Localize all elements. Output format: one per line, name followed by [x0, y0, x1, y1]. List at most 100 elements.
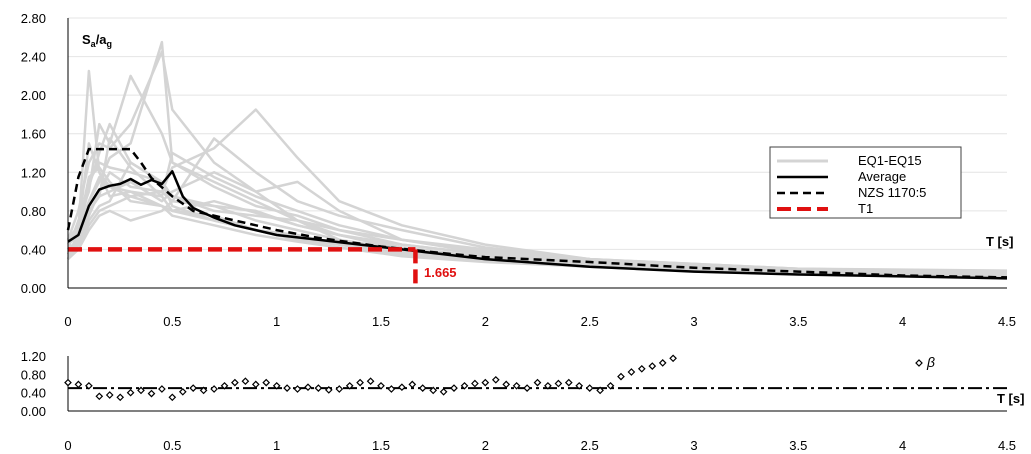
beta-point — [596, 386, 604, 395]
beta-point — [74, 380, 83, 389]
beta-point — [627, 368, 636, 376]
beta-point — [85, 381, 93, 390]
beta-x-tick-label: 4 — [899, 438, 906, 453]
legend-box — [769, 146, 962, 219]
beta-point — [345, 381, 354, 390]
beta-point — [137, 386, 145, 395]
beta-x-tick-label: 1 — [273, 438, 280, 453]
beta-point — [544, 381, 552, 390]
beta-point — [231, 378, 239, 387]
beta-point — [637, 364, 646, 373]
beta-point — [429, 386, 438, 395]
beta-y-tick-label: 0.00 — [21, 404, 46, 419]
beta-point — [147, 389, 156, 398]
beta-point — [324, 386, 333, 394]
main-y-tick-label: 0.80 — [21, 204, 46, 219]
legend-label-t1: T1 — [858, 201, 873, 216]
beta-point — [356, 378, 364, 387]
beta-point — [512, 381, 521, 390]
beta-point — [408, 380, 417, 389]
beta-point — [178, 387, 187, 396]
beta-point — [439, 387, 448, 396]
response-spectrum-chart: 0.00 0.40 0.80 1.20 1.60 2.00 2.40 2.80 0 0.5 1 1.… — [21, 11, 1016, 329]
beta-series — [64, 354, 1007, 402]
beta-point — [158, 385, 166, 393]
beta-point — [564, 378, 573, 387]
beta-point — [648, 362, 657, 370]
beta-point — [335, 385, 344, 393]
beta-point — [606, 381, 615, 390]
main-x-tick-label: 0 — [64, 314, 71, 329]
average-spectrum-line — [67, 170, 1008, 280]
beta-x-axis-label: T [s] — [997, 391, 1024, 406]
t1-value-label: 1.665 — [424, 265, 457, 280]
beta-x-tick-label: 4.5 — [998, 438, 1016, 453]
beta-y-tick-label: 0.80 — [21, 367, 46, 382]
beta-legend: β — [915, 354, 935, 370]
beta-point — [533, 378, 542, 387]
main-x-tick-label: 0.5 — [163, 314, 181, 329]
beta-point — [471, 379, 479, 388]
beta-point — [126, 388, 135, 397]
legend-label-code: NZS 1170:5 — [858, 185, 926, 200]
beta-point — [168, 393, 177, 402]
legend-label-records: EQ1-EQ15 — [858, 153, 922, 168]
beta-point — [64, 378, 72, 387]
beta-point — [617, 372, 625, 381]
code-spectrum-line — [66, 147, 1008, 279]
beta-point — [523, 384, 531, 392]
main-axes — [67, 18, 1007, 289]
main-x-tick-label: 3.5 — [789, 314, 807, 329]
beta-point — [502, 380, 511, 389]
beta-point — [241, 377, 250, 386]
beta-point — [272, 381, 281, 390]
beta-point — [387, 385, 396, 393]
beta-point — [554, 379, 563, 388]
beta-y-tick-label: 0.40 — [21, 386, 46, 401]
beta-legend-marker — [915, 359, 923, 367]
main-x-tick-label: 4 — [899, 314, 906, 329]
beta-point — [262, 378, 271, 387]
beta-x-tick-label: 2.5 — [581, 438, 599, 453]
beta-x-tick-label: 3.5 — [789, 438, 807, 453]
main-y-tick-labels: 0.00 0.40 0.80 1.20 1.60 2.00 2.40 2.80 — [21, 11, 46, 296]
main-y-tick-label: 1.60 — [21, 127, 46, 142]
main-y-tick-label: 1.20 — [21, 165, 46, 180]
beta-point — [669, 354, 677, 363]
beta-y-tick-label: 1.20 — [21, 349, 46, 364]
beta-x-tick-labels: 0 0.5 1 1.5 2 2.5 3 3.5 4 4.5 — [64, 438, 1016, 453]
beta-point — [105, 391, 114, 399]
beta-point — [283, 384, 291, 392]
beta-point — [304, 383, 312, 392]
main-y-tick-label: 0.00 — [21, 281, 46, 296]
main-y-tick-label: 2.40 — [21, 50, 46, 65]
main-x-tick-label: 2.5 — [581, 314, 599, 329]
beta-chart: 0.00 0.40 0.80 1.20 0 0.5 1 1.5 2 2.5 3 3.5 4 4.5 T … — [21, 349, 1025, 453]
main-x-tick-label: 2 — [482, 314, 489, 329]
beta-point — [481, 378, 490, 387]
beta-point — [210, 385, 218, 393]
main-y-tick-label: 2.80 — [21, 11, 46, 26]
main-y-tick-label: 0.40 — [21, 242, 46, 257]
beta-x-tick-label: 0.5 — [163, 438, 181, 453]
record-spectrum-line — [67, 137, 1008, 273]
main-series — [66, 147, 1008, 288]
beta-point — [491, 375, 500, 384]
beta-point — [658, 359, 667, 367]
beta-point — [366, 377, 375, 386]
y-axis-label: Sa/ag — [82, 32, 112, 49]
main-x-tick-label: 3 — [690, 314, 697, 329]
beta-point — [575, 381, 584, 390]
legend: EQ1-EQ15 Average NZS 1170:5 T1 — [769, 146, 962, 219]
beta-y-tick-labels: 0.00 0.40 0.80 1.20 — [21, 349, 46, 419]
beta-point — [314, 384, 323, 392]
beta-point — [398, 383, 406, 392]
beta-point — [293, 385, 302, 393]
beta-point — [116, 393, 125, 402]
beta-point — [220, 381, 229, 390]
beta-point — [418, 384, 427, 392]
beta-point — [199, 386, 208, 395]
beta-x-tick-label: 3 — [690, 438, 697, 453]
beta-x-tick-label: 1.5 — [372, 438, 390, 453]
